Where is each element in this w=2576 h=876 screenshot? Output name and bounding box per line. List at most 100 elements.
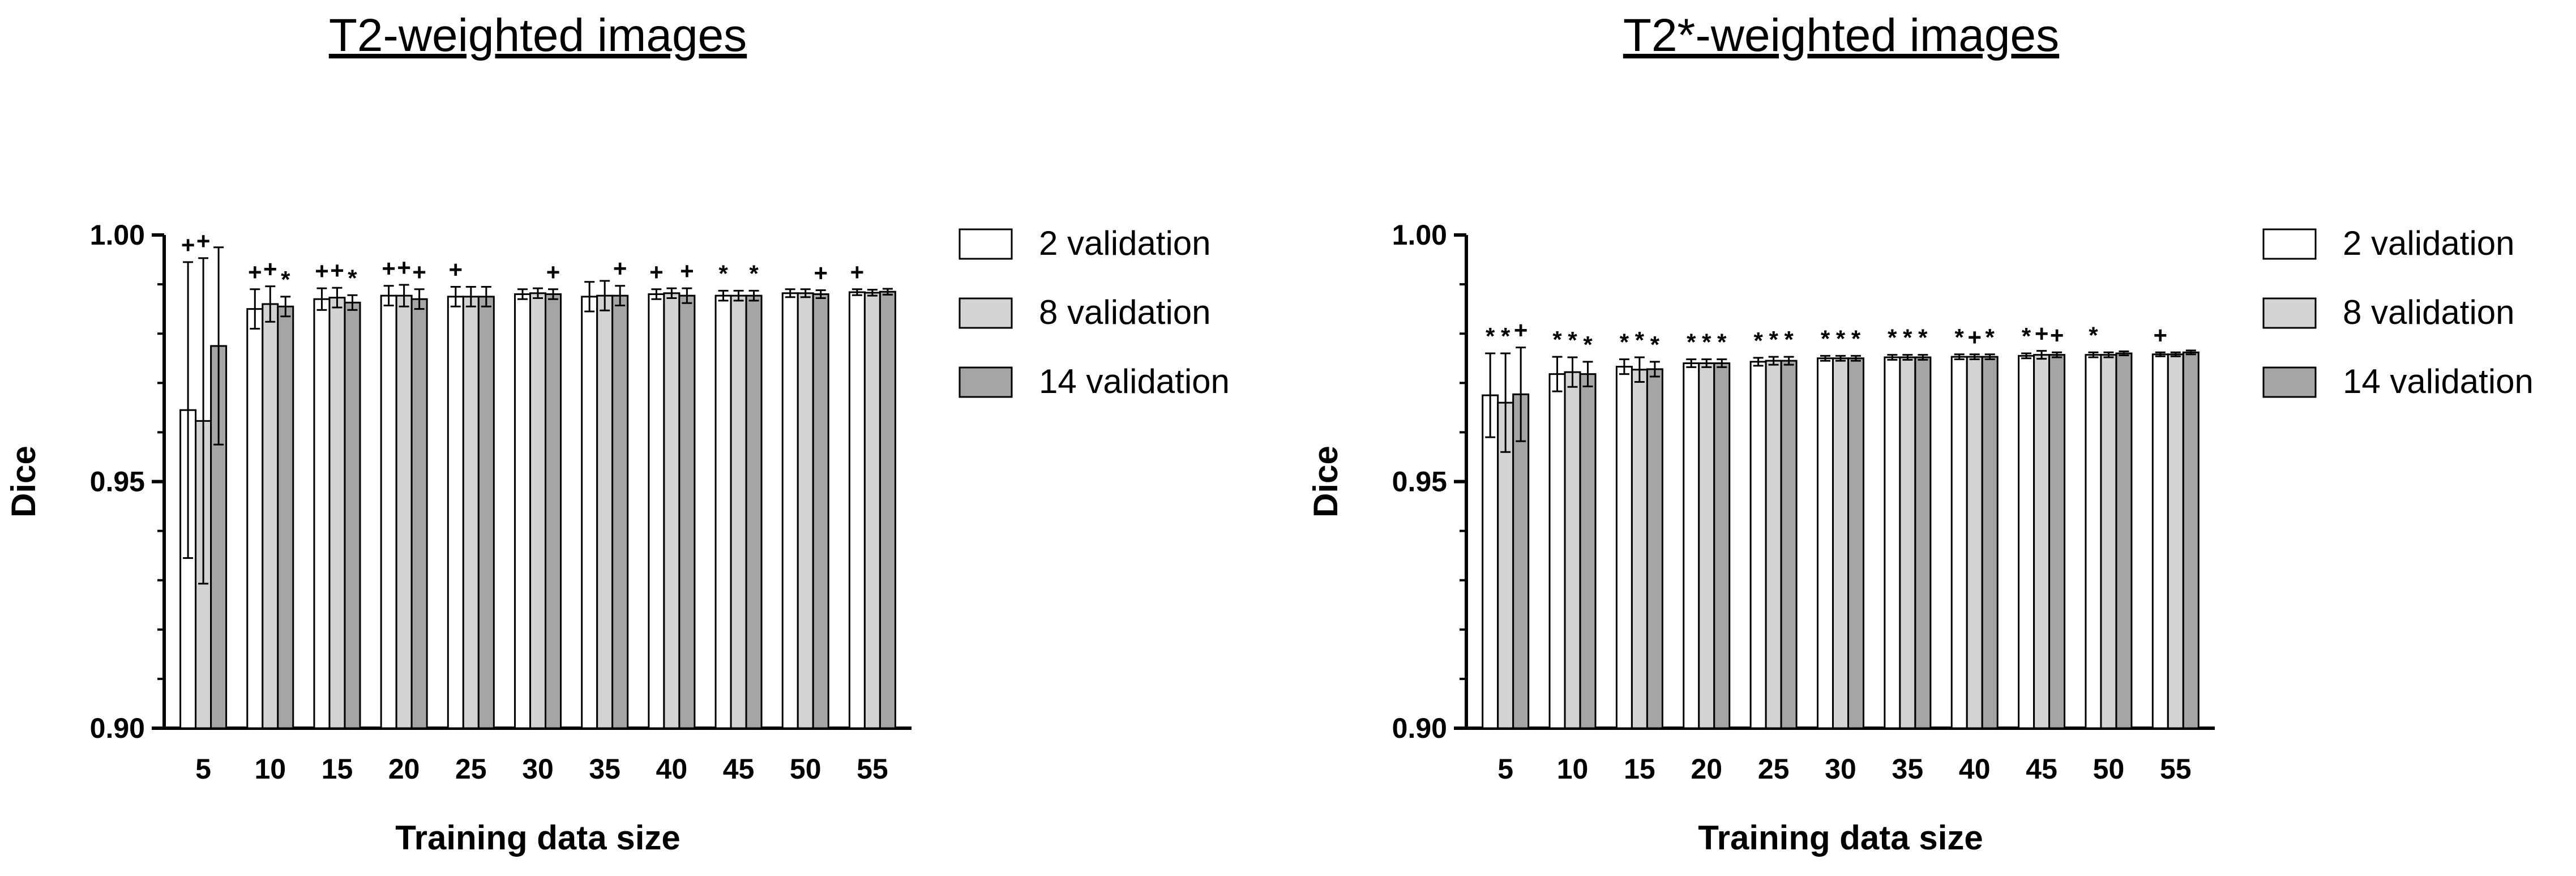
bar [730, 294, 747, 729]
bar [262, 303, 279, 729]
x-tick-label: 30 [522, 753, 554, 785]
significance-mark: + [181, 232, 195, 258]
bar [2018, 354, 2035, 729]
legend-entry: 14 validation [2343, 362, 2534, 400]
bar [863, 292, 881, 729]
significance-mark: * [1620, 328, 1629, 355]
significance-mark: + [397, 254, 411, 281]
significance-mark: * [1650, 331, 1660, 358]
bar [1631, 369, 1648, 729]
x-tick-label: 20 [1691, 753, 1722, 785]
significance-mark: * [2022, 323, 2031, 349]
significance-mark: * [1986, 324, 1995, 351]
bar [1832, 357, 1849, 729]
significance-mark: + [315, 258, 329, 284]
significance-mark: + [546, 259, 560, 285]
significance-mark: * [1568, 327, 1577, 353]
legend-entry: 2 validation [1039, 224, 1211, 262]
significance-mark: * [1851, 325, 1861, 352]
legend-swatch [2262, 228, 2317, 260]
significance-mark: + [2154, 322, 2168, 348]
bar [380, 294, 397, 729]
x-tick-label: 50 [2093, 753, 2125, 785]
y-tick-label: 0.95 [1392, 466, 1447, 498]
significance-mark: * [1501, 323, 1510, 349]
bar [1564, 371, 1581, 729]
x-tick-label: 45 [723, 753, 755, 785]
bar [313, 298, 331, 729]
x-tick-label: 40 [1959, 753, 1991, 785]
bar [1847, 357, 1864, 729]
legend-entry: 8 validation [1039, 293, 1211, 331]
bar [344, 301, 361, 729]
significance-mark: * [348, 264, 357, 291]
significance-mark: * [1903, 324, 1912, 351]
bar [1512, 393, 1530, 729]
bar [1548, 373, 1566, 729]
bar [2167, 353, 2184, 729]
bar [1749, 361, 1767, 729]
significance-mark: + [449, 256, 463, 283]
significance-mark: + [382, 255, 396, 282]
significance-mark: * [1821, 325, 1830, 352]
x-tick-label: 30 [1825, 753, 1856, 785]
x-axis-label: Training data size [395, 819, 680, 857]
bar [848, 291, 866, 729]
bar [2182, 351, 2200, 729]
bar [1482, 394, 1499, 729]
legend-entry: 14 validation [1039, 362, 1230, 400]
bar [2085, 354, 2102, 729]
bar [447, 296, 464, 729]
bar [1713, 362, 1731, 729]
x-tick-label: 5 [195, 753, 211, 785]
y-tick-label: 1.00 [90, 219, 145, 251]
bar [1950, 356, 1968, 729]
bar [663, 292, 681, 729]
bar [1646, 368, 1663, 729]
significance-mark: * [1955, 324, 1965, 351]
x-tick-label: 15 [1624, 753, 1655, 785]
significance-mark: * [718, 260, 728, 287]
legend-swatch [958, 228, 1013, 260]
bar [1780, 360, 1798, 729]
bar [529, 292, 546, 729]
bar [781, 292, 799, 729]
bar [596, 294, 614, 729]
significance-mark: + [1967, 324, 1982, 351]
bar [1579, 373, 1597, 729]
x-tick-label: 10 [254, 753, 286, 785]
bar [395, 294, 413, 729]
y-tick-label: 0.95 [90, 466, 145, 498]
significance-mark: * [1583, 331, 1593, 358]
bar [545, 293, 562, 729]
significance-mark: + [330, 257, 344, 284]
bar [1899, 356, 1916, 729]
significance-mark: + [649, 259, 664, 285]
bar [410, 298, 428, 729]
significance-mark: + [263, 256, 277, 283]
significance-mark: * [1702, 328, 1711, 355]
bar [1884, 356, 1901, 729]
x-tick-label: 25 [1758, 753, 1790, 785]
bar [2048, 354, 2066, 729]
legend-entry: 2 validation [2343, 224, 2515, 262]
bar [581, 296, 598, 729]
x-tick-label: 40 [656, 753, 688, 785]
significance-mark: + [2035, 321, 2049, 347]
y-tick-label: 0.90 [90, 712, 145, 744]
x-tick-label: 50 [790, 753, 821, 785]
y-tick-label: 0.90 [1392, 712, 1447, 744]
significance-mark: + [2050, 322, 2064, 348]
y-axis-label: Dice [1307, 446, 1345, 518]
bar [714, 294, 732, 729]
bar [2115, 352, 2133, 729]
y-tick-label: 1.00 [1392, 219, 1447, 251]
bar [328, 297, 346, 729]
panel-t2star: T2*-weighted images 0.90 0.95 1.00 Dice Train… [1307, 10, 2534, 857]
bar [2151, 353, 2169, 729]
significance-mark: + [412, 259, 426, 285]
panel-t2: T2-weighted images 0.90 0.95 1.00 Dice Traini… [5, 10, 1230, 857]
x-tick-label: 5 [1497, 753, 1513, 785]
x-tick-label: 15 [322, 753, 353, 785]
